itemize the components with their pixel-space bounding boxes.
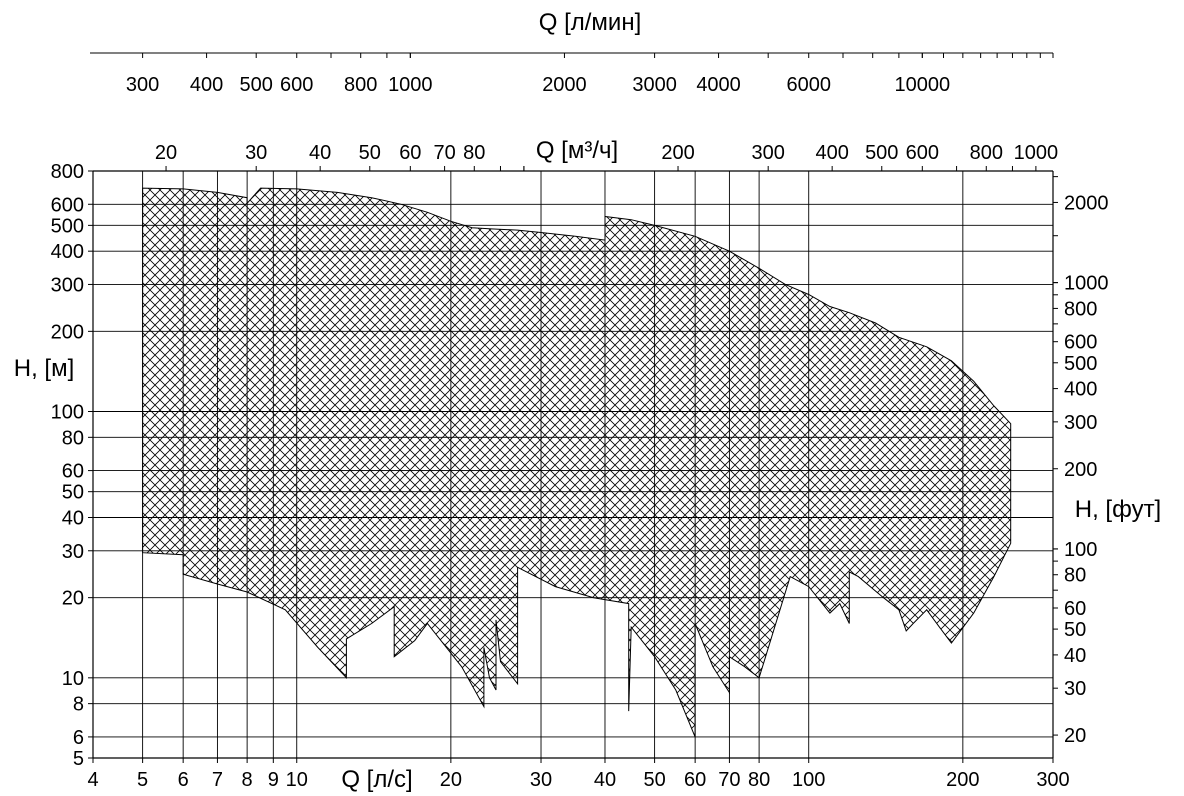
- y-right-tick-label: 100: [1064, 539, 1097, 561]
- y-tick-label: 10: [62, 668, 84, 690]
- x-tick-label: 30: [530, 769, 552, 791]
- y-axis-left-label: H, [м]: [14, 355, 75, 382]
- x-tick-label: 60: [684, 769, 706, 791]
- x-top-m3h-tick-label: 600: [906, 142, 939, 164]
- y-tick-label: 600: [51, 194, 84, 216]
- y-tick-label: 400: [51, 241, 84, 263]
- x-top-m3h-tick-label: 500: [865, 142, 898, 164]
- y-right-tick-label: 50: [1064, 619, 1086, 641]
- x-top-lmin-tick-label: 1000: [388, 74, 433, 96]
- y-right-tick-label: 20: [1064, 725, 1086, 747]
- x-tick-label: 300: [1036, 769, 1069, 791]
- x-axis-bottom-ticks: 4 5 6 7 8 9 10 20 30 40 50 60 70 80 100 200 300: [87, 758, 1070, 791]
- y-axis-right-label: H, [фут]: [1075, 496, 1161, 523]
- x-tick-label: 6: [178, 769, 189, 791]
- y-right-tick-label: 600: [1064, 332, 1097, 354]
- y-tick-label: 300: [51, 274, 84, 296]
- y-right-tick-label: 200: [1064, 459, 1097, 481]
- x-top-lmin-tick-label: 3000: [632, 74, 677, 96]
- y-tick-label: 80: [62, 427, 84, 449]
- y-tick-label: 8: [73, 694, 84, 716]
- coverage-area-group: [142, 187, 1012, 738]
- y-tick-label: 100: [51, 402, 84, 424]
- plot-frame: [92, 170, 1054, 759]
- x-top-m3h-tick-label: 1000: [1014, 142, 1059, 164]
- y-tick-label: 20: [62, 588, 84, 610]
- x-tick-label: 4: [87, 769, 98, 791]
- x-tick-label: 50: [643, 769, 665, 791]
- x-top-m3h-tick-label: 400: [815, 142, 848, 164]
- y-right-tick-label: 1000: [1064, 273, 1109, 295]
- y-right-tick-label: 30: [1064, 678, 1086, 700]
- x-top-m3h-tick-label: 40: [309, 142, 331, 164]
- x-top-m3h-tick-label: 300: [751, 142, 784, 164]
- x-top-lmin-tick-label: 10000: [894, 74, 950, 96]
- x-axis-top-lmin-ticks: 300 400 500 600 800 1000 2000 3000 4000 6000 10000: [90, 52, 1054, 96]
- x-top-lmin-tick-label: 300: [126, 74, 159, 96]
- x-top-m3h-tick-label: 30: [245, 142, 267, 164]
- x-tick-label: 9: [268, 769, 279, 791]
- x-top-lmin-tick-label: 600: [280, 74, 313, 96]
- x-tick-label: 80: [748, 769, 770, 791]
- y-right-tick-label: 80: [1064, 565, 1086, 587]
- x-tick-label: 10: [286, 769, 308, 791]
- y-tick-label: 60: [62, 461, 84, 483]
- x-tick-label: 40: [594, 769, 616, 791]
- x-tick-label: 7: [212, 769, 223, 791]
- y-tick-label: 40: [62, 507, 84, 529]
- x-top-lmin-tick-label: 400: [190, 74, 223, 96]
- x-top-lmin-tick-label: 500: [240, 74, 273, 96]
- x-tick-label: 100: [792, 769, 825, 791]
- x-top-m3h-tick-label: 70: [433, 142, 455, 164]
- y-tick-label: 50: [62, 482, 84, 504]
- y-tick-label: 200: [51, 321, 84, 343]
- y-tick-label: 800: [51, 161, 84, 183]
- y-right-tick-label: 60: [1064, 598, 1086, 620]
- y-right-tick-label: 500: [1064, 353, 1097, 375]
- y-right-tick-label: 40: [1064, 645, 1086, 667]
- x-top-m3h-tick-label: 20: [155, 142, 177, 164]
- x-tick-label: 20: [440, 769, 462, 791]
- y-right-tick-label: 400: [1064, 379, 1097, 401]
- y-tick-label: 500: [51, 215, 84, 237]
- y-right-tick-label: 800: [1064, 298, 1097, 320]
- y-right-tick-label: 300: [1064, 412, 1097, 434]
- x-top-m3h-tick-label: 200: [661, 142, 694, 164]
- x-top-lmin-tick-label: 4000: [696, 74, 741, 96]
- y-tick-label: 6: [73, 727, 84, 749]
- x-tick-label: 200: [946, 769, 979, 791]
- x-top-m3h-tick-label: 800: [970, 142, 1003, 164]
- x-top-lmin-tick-label: 6000: [786, 74, 831, 96]
- x-tick-label: 5: [137, 769, 148, 791]
- y-tick-label: 5: [73, 748, 84, 770]
- x-top-lmin-tick-label: 800: [344, 74, 377, 96]
- coverage-area: [142, 187, 1012, 738]
- y-tick-label: 30: [62, 541, 84, 563]
- x-top-m3h-tick-label: 60: [399, 142, 421, 164]
- x-axis-bottom-label: Q [л/с]: [341, 766, 412, 793]
- x-axis-top-m3h-label: Q [м³/ч]: [536, 137, 618, 164]
- x-tick-label: 70: [718, 769, 740, 791]
- x-top-lmin-tick-label: 2000: [542, 74, 587, 96]
- x-axis-top-lmin-label: Q [л/мин]: [539, 9, 642, 36]
- x-top-m3h-tick-label: 80: [463, 142, 485, 164]
- y-right-tick-label: 2000: [1064, 192, 1109, 214]
- x-top-m3h-tick-label: 50: [359, 142, 381, 164]
- x-axis-top-m3h-ticks: 20 30 40 50 60 70 80 200 300 400 500 600 800 1000: [155, 142, 1058, 171]
- x-tick-label: 8: [242, 769, 253, 791]
